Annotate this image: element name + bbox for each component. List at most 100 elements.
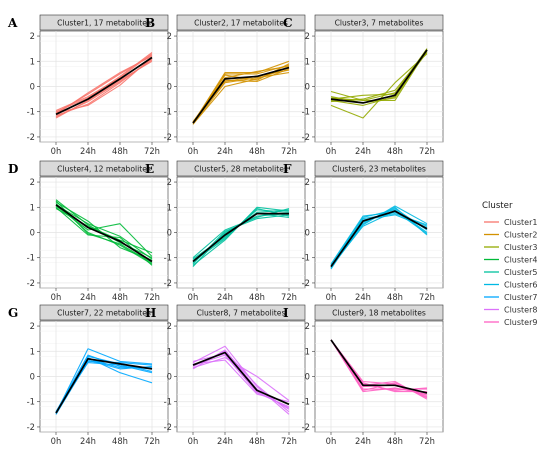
series-line-7: [330, 339, 428, 399]
legend-item-cluster7: Cluster7: [484, 293, 537, 302]
y-tick-label: 1: [305, 56, 310, 66]
y-tick-label: 0: [305, 228, 310, 238]
legend-item-cluster3: Cluster3: [484, 243, 537, 252]
x-tick-label: 72h: [419, 146, 435, 156]
mean-line: [55, 204, 153, 263]
legend-label: Cluster9: [504, 318, 537, 327]
panel-strip: [314, 160, 444, 177]
series-line-3: [192, 67, 290, 125]
panel-letter: F: [283, 162, 292, 176]
panel-a: Cluster1, 17 metabolites A -2 -1 0 1 2 0h 24h 48h…: [7, 14, 169, 156]
x-tick-label: 48h: [387, 436, 403, 446]
x-tick-label: 0h: [188, 146, 199, 156]
y-tick-label: -1: [164, 397, 172, 407]
panel-strip: [39, 14, 169, 31]
series-line-7: [55, 200, 153, 264]
legend-label: Cluster5: [504, 268, 537, 277]
legend-label: Cluster1: [504, 218, 537, 227]
legend-item-cluster5: Cluster5: [484, 268, 537, 277]
x-tick-label: 48h: [112, 436, 128, 446]
y-tick-label: 1: [305, 346, 310, 356]
legend-items: Cluster1 Cluster2 Cluster3 Cluster4 Cluster5…: [484, 218, 537, 327]
mean-line: [192, 212, 289, 263]
legend-item-cluster4: Cluster4: [484, 256, 537, 265]
panel-title: Cluster2, 17 metabolites: [194, 19, 288, 28]
y-tick-label: -1: [164, 107, 172, 117]
y-tick-label: 2: [30, 177, 35, 187]
y-tick-label: -2: [302, 422, 310, 432]
panel-title: Cluster7, 22 metabolites: [57, 309, 151, 318]
series-line-8: [330, 210, 428, 267]
y-tick-label: -2: [302, 278, 310, 288]
panel-strip: [39, 160, 169, 177]
panel-strip: [176, 304, 306, 321]
y-tick-label: 0: [305, 82, 310, 92]
y-tick-label: 1: [167, 56, 172, 66]
x-tick-label: 72h: [144, 146, 160, 156]
panel-strip: [314, 304, 444, 321]
legend-item-cluster9: Cluster9: [484, 318, 537, 327]
y-tick-label: 1: [30, 346, 35, 356]
y-tick-label: -1: [302, 253, 310, 263]
legend-label: Cluster2: [504, 231, 537, 240]
y-tick-label: 0: [167, 372, 172, 382]
y-tick-label: 2: [305, 31, 310, 41]
panel-title: Cluster9, 18 metabolites: [332, 309, 426, 318]
panel-e: Cluster5, 28 metabolites E -2 -1 0 1 2 0h 24h 48h…: [145, 160, 306, 302]
panel-i: Cluster9, 18 metabolites I -2 -1 0 1 2 0h 24h 48h…: [283, 304, 444, 446]
panel-title: Cluster8, 7 metabolites: [197, 309, 286, 318]
x-tick-label: 24h: [217, 292, 233, 302]
x-tick-label: 0h: [51, 146, 62, 156]
y-tick-label: -1: [302, 397, 310, 407]
panel-letter: G: [8, 306, 18, 320]
y-tick-label: -1: [27, 107, 35, 117]
y-tick-label: 2: [167, 31, 172, 41]
y-tick-label: 1: [305, 202, 310, 212]
x-tick-label: 72h: [281, 146, 297, 156]
series-line-8: [55, 57, 153, 114]
y-tick-label: 2: [30, 321, 35, 331]
y-tick-label: 2: [30, 31, 35, 41]
x-tick-label: 48h: [387, 146, 403, 156]
y-tick-label: 1: [167, 346, 172, 356]
mean-line: [330, 210, 428, 268]
panel-strip: [176, 14, 306, 31]
panel-title: Cluster3, 7 metabolites: [335, 19, 424, 28]
y-tick-label: 0: [167, 82, 172, 92]
y-tick-label: 0: [30, 372, 35, 382]
x-tick-label: 72h: [419, 292, 435, 302]
y-tick-label: -2: [164, 132, 172, 142]
panel-f: Cluster6, 23 metabolites F -2 -1 0 1 2 0h 24h 48h…: [283, 160, 444, 302]
x-tick-label: 24h: [80, 436, 96, 446]
panel-g: Cluster7, 22 metabolites G -2 -1 0 1 2 0h 24h 48h…: [8, 304, 169, 446]
legend-item-cluster8: Cluster8: [484, 306, 537, 315]
y-tick-label: 0: [167, 228, 172, 238]
legend-label: Cluster4: [504, 256, 537, 265]
y-tick-label: 1: [30, 202, 35, 212]
y-tick-label: -1: [302, 107, 310, 117]
x-tick-label: 0h: [188, 292, 199, 302]
mean-line: [192, 66, 290, 124]
panel-letter: B: [145, 16, 155, 30]
series-line-8: [55, 204, 153, 260]
panel-title: Cluster6, 23 metabolites: [332, 165, 426, 174]
x-tick-label: 72h: [419, 436, 435, 446]
x-tick-label: 48h: [249, 292, 265, 302]
y-tick-label: 1: [167, 202, 172, 212]
x-tick-label: 72h: [144, 436, 160, 446]
panel-b: Cluster2, 17 metabolites B -2 -1 0 1 2 0h 24h 48h…: [145, 14, 306, 156]
panel-letter: D: [8, 162, 18, 176]
legend-label: Cluster7: [504, 293, 537, 302]
legend-label: Cluster8: [504, 306, 537, 315]
x-tick-label: 0h: [188, 436, 199, 446]
x-tick-label: 48h: [112, 292, 128, 302]
series-line-1: [55, 348, 153, 414]
mean-line: [330, 49, 428, 104]
legend-item-cluster6: Cluster6: [484, 281, 537, 290]
legend-item-cluster2: Cluster2: [484, 231, 537, 240]
mean-line: [55, 56, 153, 116]
series-line-2: [192, 357, 290, 401]
series-line-7: [55, 55, 153, 115]
y-tick-label: -1: [27, 397, 35, 407]
